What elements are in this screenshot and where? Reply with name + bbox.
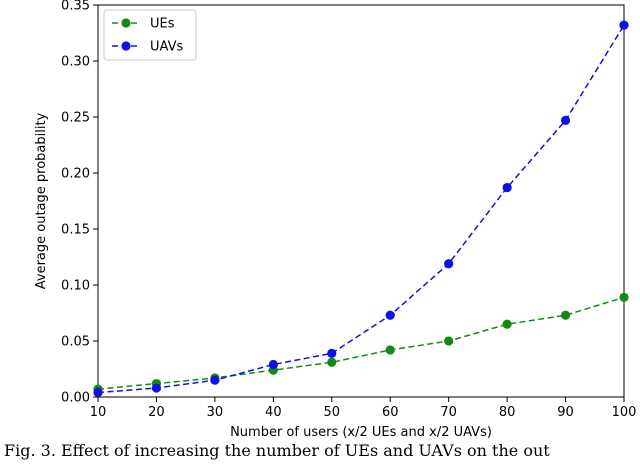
y-tick-label: 0.25 (61, 111, 90, 126)
data-point-uavs (444, 259, 454, 269)
data-point-ues (619, 292, 629, 302)
x-tick-label: 40 (265, 405, 282, 420)
data-point-uavs (93, 387, 103, 398)
x-tick-label: 100 (612, 405, 637, 420)
y-tick-label: 0.05 (61, 335, 90, 350)
x-tick-label: 90 (557, 405, 574, 420)
data-point-ues (385, 345, 395, 355)
x-tick-label: 70 (440, 405, 457, 420)
series-layer (93, 20, 629, 398)
x-tick-label: 80 (499, 405, 516, 420)
figure-caption: Fig. 3. Effect of increasing the number … (4, 441, 550, 460)
data-point-uavs (502, 182, 512, 193)
x-tick-label: 60 (382, 405, 399, 420)
data-point-ues (327, 357, 337, 367)
chart-svg: 0.00 0.05 0.10 0.15 0.20 0.25 0.30 0.35 10 20 30 4… (34, 0, 637, 440)
y-tick-label: 0.20 (61, 167, 90, 182)
y-tick-label: 0.00 (61, 391, 90, 406)
data-point-uavs (327, 348, 337, 358)
legend-marker-ues (121, 18, 131, 28)
legend-label-uavs: UAVs (150, 40, 183, 55)
series-line-uavs (97, 24, 625, 394)
x-tick-label: 30 (207, 405, 224, 420)
x-axis-ticks: 10 20 30 40 50 60 70 80 90 100 (90, 397, 637, 420)
data-point-uavs (151, 383, 162, 393)
y-tick-label: 0.30 (61, 55, 90, 70)
data-point-uavs (210, 375, 220, 385)
data-point-ues (444, 336, 454, 346)
x-tick-label: 50 (324, 405, 341, 420)
plot-frame (97, 4, 625, 398)
legend-marker-uavs (121, 41, 131, 51)
data-point-ues (560, 310, 571, 320)
legend-items: UEs UAVs (112, 17, 183, 55)
legend: UEs UAVs (103, 9, 197, 61)
series-line-ues (97, 296, 625, 390)
y-tick-label: 0.15 (61, 223, 90, 238)
y-axis-ticks: 0.00 0.05 0.10 0.15 0.20 0.25 0.30 0.35 (61, 0, 98, 406)
data-point-uavs (268, 359, 278, 370)
data-point-uavs (560, 115, 571, 125)
data-point-ues (502, 319, 512, 329)
y-tick-label: 0.35 (61, 0, 90, 14)
x-tick-label: 10 (90, 405, 107, 420)
x-axis-title: Number of users (x/2 UEs and x/2 UAVs) (230, 425, 492, 440)
y-tick-label: 0.10 (61, 279, 90, 294)
legend-label-ues: UEs (150, 17, 175, 32)
data-point-uavs (385, 310, 395, 320)
x-tick-label: 20 (148, 405, 165, 420)
y-axis-title: Average outage probability (34, 112, 49, 289)
data-point-uavs (619, 20, 629, 30)
